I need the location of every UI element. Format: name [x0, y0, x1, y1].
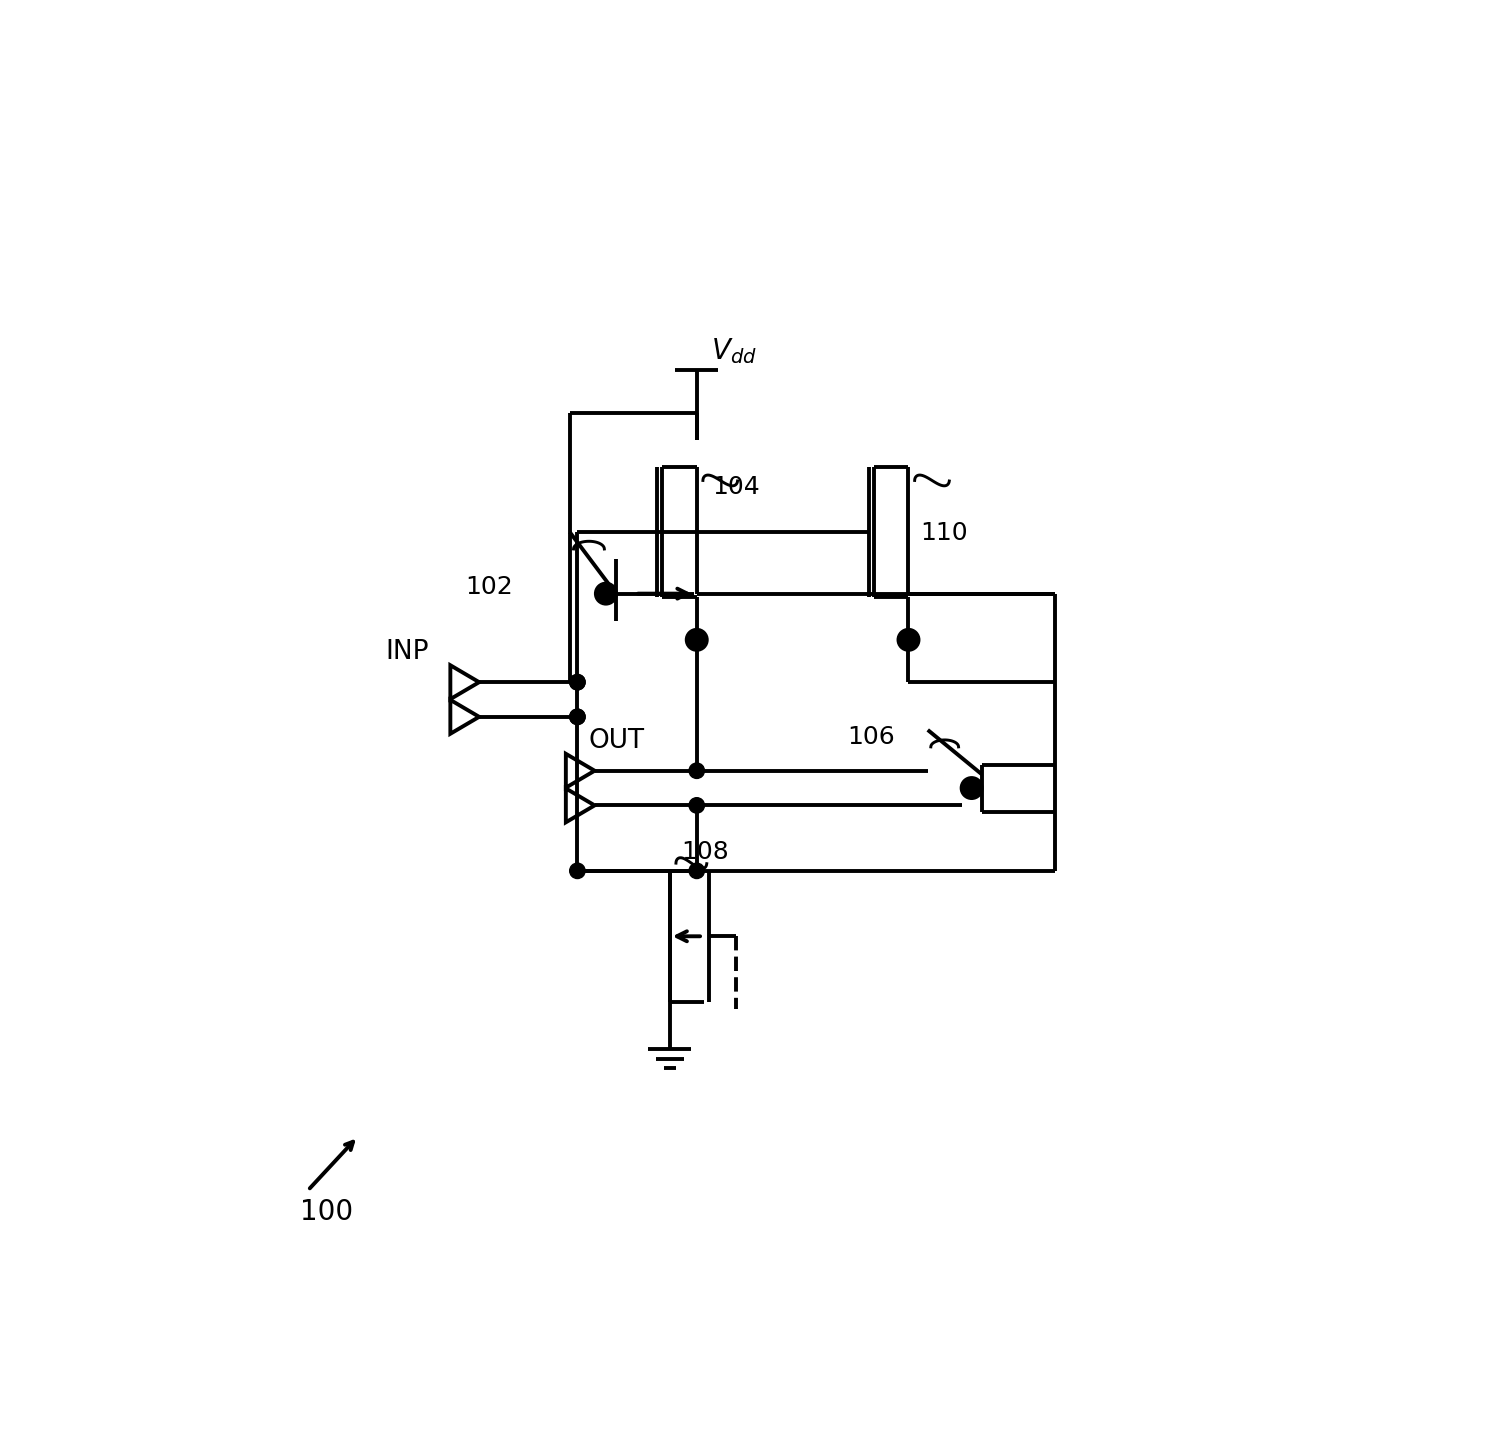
Text: 102: 102: [466, 575, 513, 599]
Circle shape: [570, 708, 585, 724]
Circle shape: [570, 864, 585, 878]
Text: V$_{\mathregular{dd}}$: V$_{\mathregular{dd}}$: [711, 336, 756, 366]
Text: INP: INP: [385, 639, 429, 665]
Circle shape: [961, 777, 982, 798]
Text: 106: 106: [847, 724, 895, 749]
Circle shape: [687, 629, 706, 650]
Circle shape: [570, 674, 585, 690]
Circle shape: [690, 864, 705, 878]
Circle shape: [898, 629, 919, 650]
Circle shape: [596, 583, 616, 604]
Circle shape: [690, 798, 705, 813]
Circle shape: [570, 708, 585, 724]
Text: 104: 104: [712, 474, 761, 499]
Text: 110: 110: [920, 520, 967, 545]
Circle shape: [690, 763, 705, 779]
Text: 108: 108: [682, 841, 729, 864]
Text: OUT: OUT: [589, 727, 644, 753]
Text: 100: 100: [300, 1198, 353, 1226]
Circle shape: [570, 674, 585, 690]
